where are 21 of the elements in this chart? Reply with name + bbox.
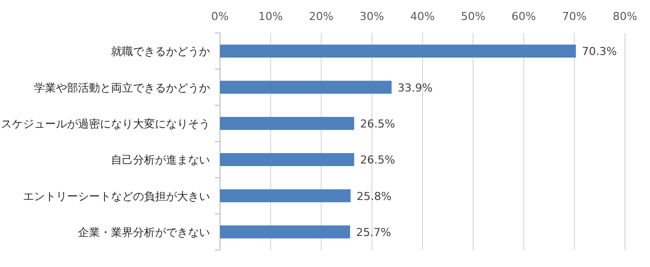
- x-tick-label: 70%: [562, 10, 587, 23]
- y-tick-label: スケジュールが過密になり大変になりそう: [1, 117, 210, 130]
- data-label: 25.8%: [356, 190, 392, 203]
- x-tick-label: 40%: [410, 10, 435, 23]
- y-tick-label: 就職できるかどうか: [111, 45, 210, 58]
- x-tick-label: 80%: [612, 10, 638, 23]
- y-tick-label: 自己分析が進まない: [111, 154, 210, 167]
- y-tick-label: 学業や部活動と両立できるかどうか: [34, 81, 210, 94]
- x-tick-label: 10%: [258, 10, 283, 23]
- x-tick-label: 50%: [460, 10, 486, 23]
- x-tick-label: 20%: [309, 10, 334, 23]
- x-tick-label: 30%: [360, 10, 384, 23]
- data-label: 33.9%: [398, 81, 433, 94]
- data-label: 26.5%: [360, 117, 396, 130]
- x-tick-label: 60%: [512, 10, 536, 23]
- data-label: 25.7%: [356, 226, 392, 239]
- data-label: 70.3%: [582, 45, 617, 58]
- y-tick-label: エントリーシートなどの負担が大きい: [23, 190, 210, 203]
- y-tick-label: 企業・業界分析ができない: [78, 226, 210, 239]
- x-tick-label: 0%: [211, 10, 229, 23]
- data-label: 26.5%: [360, 154, 396, 167]
